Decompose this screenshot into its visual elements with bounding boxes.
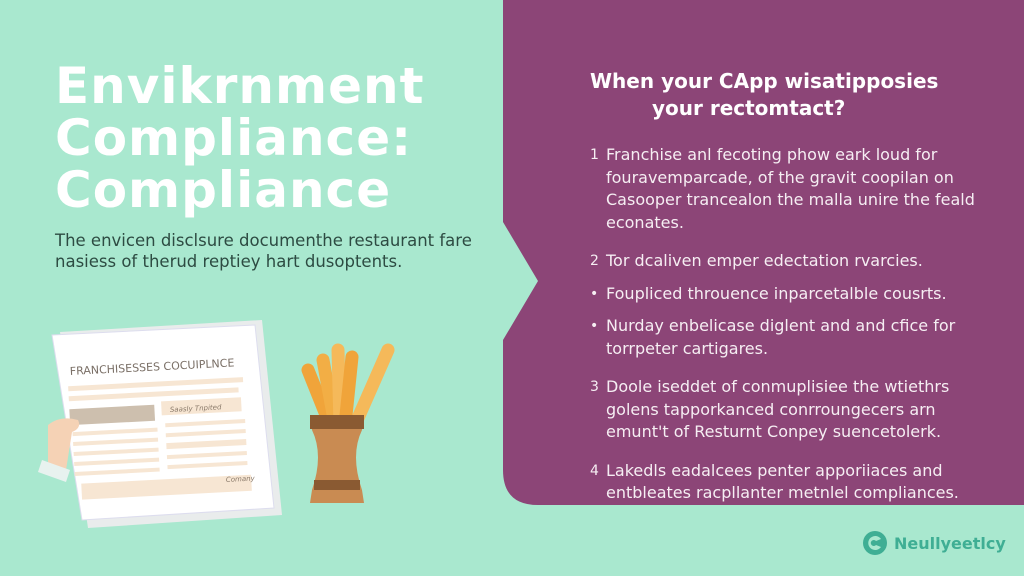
panel-heading: When your CApp wisatipposies your rectom… [590,68,990,122]
panel-heading-line: When your CApp wisatipposies [590,69,939,93]
document-illustration: FRANCHISESSES COCUIPLNCE Saasly Tnpited … [38,320,282,528]
hand-icon [48,418,80,470]
list-text: Tor dcaliven emper edectation rvarcies. [606,251,923,270]
info-panel: When your CApp wisatipposies your rectom… [590,68,990,515]
brand-logo: Neullyeetlcy [862,530,1006,556]
document-note: Saasly Tnpited [170,403,222,414]
list-item: 3 Doole iseddet of conmuplisiee the wtiet… [590,376,990,444]
list-text: Lakedls eadalcees penter apporiiaces and… [606,460,959,503]
spiral-logo-icon [863,531,887,555]
bullet-icon: • [590,285,599,302]
list-item: • Foupliced throuence inparcetalble cousr… [590,283,990,306]
list-text: Doole iseddet of conmuplisiee the wtieth… [606,377,950,441]
fries-cup-illustration [301,343,395,503]
subtitle: The envicen disclsure documenthe restaur… [55,231,472,271]
list-item: • Nurday enbelicase diglent and and cfice… [590,315,990,360]
bullet-icon: • [590,318,599,334]
title-line: Compliance [55,161,392,219]
list-item: 2 Tor dcaliven emper edectation rvarcies. [590,250,990,273]
list-marker: 1 [590,147,599,163]
list-text: Foupliced throuence inparcetalble cousrt… [606,283,947,303]
title-line: Compliance: [55,109,413,167]
brand-name: Neullyeetlcy [894,533,1006,553]
list-marker: 4 [590,462,599,479]
list-item: 1 Franchise anl fecoting phow eark loud f… [590,144,990,234]
document-footer: Comany [226,474,256,484]
list-item: 4 Lakedls eadalcees penter apporiiaces an… [590,460,990,505]
page-title: Envikrnment Compliance: Compliance [55,60,425,216]
list-marker: 2 [590,253,599,269]
list-text: Nurday enbelicase diglent and and cfice … [606,316,956,358]
list-marker: 3 [590,379,599,395]
list-text: Franchise anl fecoting phow eark loud fo… [606,145,975,232]
title-line: Envikrnment [55,57,425,115]
panel-heading-line: your rectomtact? [652,96,846,120]
